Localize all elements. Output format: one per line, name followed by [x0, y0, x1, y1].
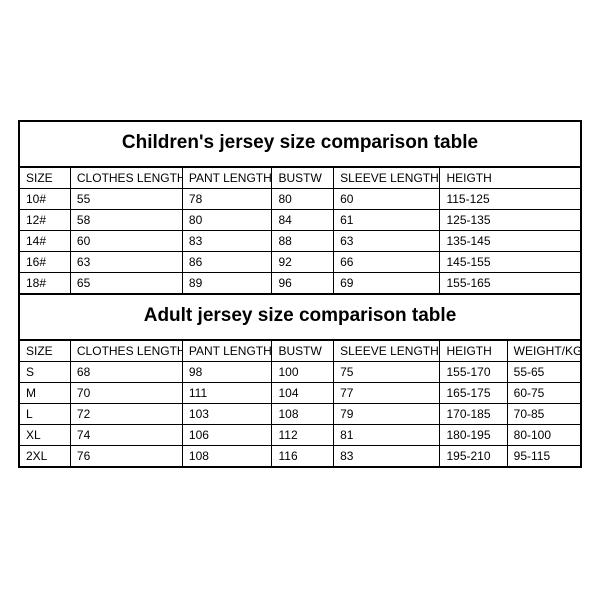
cell-sleeve: 63	[334, 231, 440, 252]
cell-cloth: 60	[70, 231, 182, 252]
cell-pant: 111	[182, 383, 272, 404]
adult-header-row: SIZE CLOTHES LENGTH PANT LENGTH BUSTW SL…	[20, 340, 580, 362]
cell-bust: 116	[272, 446, 334, 468]
col-sleeve-length: SLEEVE LENGTH	[334, 167, 440, 189]
col-size: SIZE	[20, 167, 70, 189]
cell-sleeve: 81	[334, 425, 440, 446]
children-row-14: 14# 60 83 88 63 135-145	[20, 231, 580, 252]
cell-sleeve: 69	[334, 273, 440, 295]
cell-bust: 104	[272, 383, 334, 404]
cell-sleeve: 79	[334, 404, 440, 425]
cell-height: 165-175	[440, 383, 507, 404]
cell-bust: 112	[272, 425, 334, 446]
cell-cloth: 68	[70, 362, 182, 383]
cell-pant: 103	[182, 404, 272, 425]
adult-title-row: Adult jersey size comparison table	[20, 295, 580, 340]
cell-cloth: 76	[70, 446, 182, 468]
cell-sleeve: 60	[334, 189, 440, 210]
children-table-title: Children's jersey size comparison table	[20, 122, 580, 167]
col-weight: WEIGHT/KG	[507, 340, 580, 362]
cell-pant: 108	[182, 446, 272, 468]
cell-weight: 80-100	[507, 425, 580, 446]
cell-size: 10#	[20, 189, 70, 210]
cell-bust: 88	[272, 231, 334, 252]
adult-row-xl: XL 74 106 112 81 180-195 80-100	[20, 425, 580, 446]
cell-height: 155-170	[440, 362, 507, 383]
cell-sleeve: 61	[334, 210, 440, 231]
cell-height: 170-185	[440, 404, 507, 425]
cell-height: 125-135	[440, 210, 580, 231]
cell-pant: 78	[182, 189, 272, 210]
cell-height: 135-145	[440, 231, 580, 252]
children-size-table: Children's jersey size comparison table …	[20, 122, 580, 295]
cell-sleeve: 66	[334, 252, 440, 273]
col-size: SIZE	[20, 340, 70, 362]
children-row-10: 10# 55 78 80 60 115-125	[20, 189, 580, 210]
cell-bust: 96	[272, 273, 334, 295]
cell-size: XL	[20, 425, 70, 446]
cell-pant: 106	[182, 425, 272, 446]
cell-size: M	[20, 383, 70, 404]
cell-bust: 92	[272, 252, 334, 273]
col-bustw: BUSTW	[272, 167, 334, 189]
cell-pant: 80	[182, 210, 272, 231]
col-sleeve-length: SLEEVE LENGTH	[334, 340, 440, 362]
cell-weight: 70-85	[507, 404, 580, 425]
cell-bust: 80	[272, 189, 334, 210]
cell-sleeve: 77	[334, 383, 440, 404]
cell-weight: 60-75	[507, 383, 580, 404]
cell-cloth: 65	[70, 273, 182, 295]
col-clothes-length: CLOTHES LENGTH	[70, 340, 182, 362]
cell-bust: 108	[272, 404, 334, 425]
cell-sleeve: 83	[334, 446, 440, 468]
col-pant-length: PANT LENGTH	[182, 340, 272, 362]
cell-weight: 55-65	[507, 362, 580, 383]
cell-cloth: 70	[70, 383, 182, 404]
cell-cloth: 72	[70, 404, 182, 425]
children-row-16: 16# 63 86 92 66 145-155	[20, 252, 580, 273]
children-title-row: Children's jersey size comparison table	[20, 122, 580, 167]
children-header-row: SIZE CLOTHES LENGTH PANT LENGTH BUSTW SL…	[20, 167, 580, 189]
adult-row-2xl: 2XL 76 108 116 83 195-210 95-115	[20, 446, 580, 468]
cell-size: L	[20, 404, 70, 425]
cell-pant: 89	[182, 273, 272, 295]
cell-cloth: 58	[70, 210, 182, 231]
children-row-18: 18# 65 89 96 69 155-165	[20, 273, 580, 295]
cell-pant: 98	[182, 362, 272, 383]
cell-cloth: 74	[70, 425, 182, 446]
adult-row-m: M 70 111 104 77 165-175 60-75	[20, 383, 580, 404]
col-height: HEIGTH	[440, 340, 507, 362]
cell-size: 16#	[20, 252, 70, 273]
cell-height: 145-155	[440, 252, 580, 273]
cell-size: 2XL	[20, 446, 70, 468]
cell-height: 195-210	[440, 446, 507, 468]
size-chart-page: Children's jersey size comparison table …	[0, 0, 600, 600]
cell-height: 115-125	[440, 189, 580, 210]
col-bustw: BUSTW	[272, 340, 334, 362]
adult-row-l: L 72 103 108 79 170-185 70-85	[20, 404, 580, 425]
cell-sleeve: 75	[334, 362, 440, 383]
adult-table-title: Adult jersey size comparison table	[20, 295, 580, 340]
cell-bust: 100	[272, 362, 334, 383]
adult-size-table: Adult jersey size comparison table SIZE …	[20, 295, 580, 468]
col-clothes-length: CLOTHES LENGTH	[70, 167, 182, 189]
cell-height: 155-165	[440, 273, 580, 295]
cell-bust: 84	[272, 210, 334, 231]
adult-row-s: S 68 98 100 75 155-170 55-65	[20, 362, 580, 383]
cell-cloth: 55	[70, 189, 182, 210]
cell-size: S	[20, 362, 70, 383]
col-height: HEIGTH	[440, 167, 580, 189]
cell-pant: 86	[182, 252, 272, 273]
cell-weight: 95-115	[507, 446, 580, 468]
cell-cloth: 63	[70, 252, 182, 273]
cell-pant: 83	[182, 231, 272, 252]
cell-size: 14#	[20, 231, 70, 252]
tables-container: Children's jersey size comparison table …	[18, 120, 582, 468]
children-row-12: 12# 58 80 84 61 125-135	[20, 210, 580, 231]
cell-height: 180-195	[440, 425, 507, 446]
cell-size: 12#	[20, 210, 70, 231]
cell-size: 18#	[20, 273, 70, 295]
col-pant-length: PANT LENGTH	[182, 167, 272, 189]
